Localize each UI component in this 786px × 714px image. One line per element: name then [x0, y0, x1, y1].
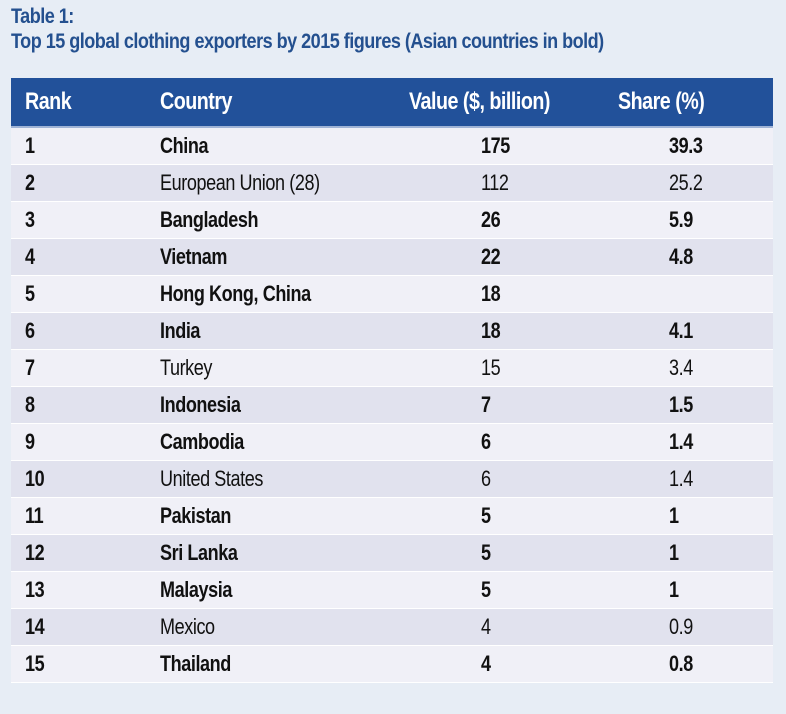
- exporters-table: Rank Country Value ($, billion) Share (%…: [11, 78, 773, 683]
- cell-value: 22: [481, 244, 501, 269]
- table-row: 7 Turkey 15 3.4: [11, 350, 773, 387]
- cell-share: 39.3: [669, 133, 703, 158]
- cell-share: 0.8: [669, 651, 693, 676]
- table-row: 11 Pakistan 5 1: [11, 498, 773, 535]
- table-row: 6 India 18 4.1: [11, 313, 773, 350]
- cell-country: European Union (28): [160, 170, 320, 195]
- table-title: Top 15 global clothing exporters by 2015…: [11, 30, 604, 53]
- cell-share: 1.4: [669, 466, 693, 491]
- table-row: 13 Malaysia 5 1: [11, 572, 773, 609]
- cell-value: 6: [481, 429, 491, 454]
- cell-rank: 2: [25, 170, 35, 195]
- cell-country: Pakistan: [160, 503, 231, 528]
- table-row: 8 Indonesia 7 1.5: [11, 387, 773, 424]
- cell-rank: 14: [25, 614, 45, 639]
- cell-rank: 5: [25, 281, 35, 306]
- cell-share: 1: [669, 577, 679, 602]
- table-number: Table 1:: [11, 5, 74, 28]
- table-row: 10 United States 6 1.4: [11, 461, 773, 498]
- cell-share: 4.8: [669, 244, 693, 269]
- cell-value: 5: [481, 540, 491, 565]
- table-row: 12 Sri Lanka 5 1: [11, 535, 773, 572]
- table-row: 3 Bangladesh 26 5.9: [11, 202, 773, 239]
- header-rank: Rank: [25, 88, 72, 115]
- header-value: Value ($, billion): [409, 88, 550, 115]
- cell-country: Sri Lanka: [160, 540, 238, 565]
- cell-rank: 12: [25, 540, 45, 565]
- cell-share: 1: [669, 503, 679, 528]
- cell-share: 4.1: [669, 318, 693, 343]
- cell-value: 5: [481, 577, 491, 602]
- cell-value: 4: [481, 614, 491, 639]
- cell-value: 175: [481, 133, 510, 158]
- cell-country: United States: [160, 466, 263, 491]
- cell-country: Indonesia: [160, 392, 241, 417]
- cell-country: Hong Kong, China: [160, 281, 311, 306]
- cell-country: Malaysia: [160, 577, 232, 602]
- cell-value: 5: [481, 503, 491, 528]
- cell-rank: 8: [25, 392, 35, 417]
- cell-rank: 9: [25, 429, 35, 454]
- table-caption: Table 1: Top 15 global clothing exporter…: [11, 4, 604, 54]
- cell-value: 4: [481, 651, 491, 676]
- cell-value: 26: [481, 207, 501, 232]
- table-row: 2 European Union (28) 112 25.2: [11, 165, 773, 202]
- cell-value: 112: [481, 170, 509, 195]
- cell-value: 15: [481, 355, 501, 380]
- cell-value: 7: [481, 392, 491, 417]
- cell-country: Cambodia: [160, 429, 244, 454]
- cell-share: 25.2: [669, 170, 703, 195]
- cell-country: India: [160, 318, 201, 343]
- table-row: 1 China 175 39.3: [11, 128, 773, 165]
- table-row: 5 Hong Kong, China 18: [11, 276, 773, 313]
- cell-country: Thailand: [160, 651, 231, 676]
- cell-country: China: [160, 133, 209, 158]
- cell-share: 5.9: [669, 207, 693, 232]
- table-row: 4 Vietnam 22 4.8: [11, 239, 773, 276]
- cell-country: Vietnam: [160, 244, 227, 269]
- cell-rank: 1: [25, 133, 35, 158]
- table-row: 15 Thailand 4 0.8: [11, 646, 773, 683]
- cell-country: Mexico: [160, 614, 215, 639]
- cell-share: 3.4: [669, 355, 693, 380]
- table-row: 9 Cambodia 6 1.4: [11, 424, 773, 461]
- cell-share: 1.4: [669, 429, 693, 454]
- cell-rank: 7: [25, 355, 35, 380]
- cell-rank: 10: [25, 466, 45, 491]
- table-body: 1 China 175 39.3 2 European Union (28) 112 25.2…: [11, 128, 773, 683]
- cell-rank: 15: [25, 651, 45, 676]
- table-header: Rank Country Value ($, billion) Share (%…: [11, 78, 773, 128]
- cell-share: 1.5: [669, 392, 693, 417]
- header-share: Share (%): [618, 88, 705, 115]
- cell-rank: 11: [25, 503, 44, 528]
- cell-rank: 13: [25, 577, 45, 602]
- cell-value: 18: [481, 318, 501, 343]
- cell-rank: 4: [25, 244, 35, 269]
- cell-share: 0.9: [669, 614, 693, 639]
- header-country: Country: [160, 88, 232, 115]
- cell-country: Bangladesh: [160, 207, 259, 232]
- cell-share: 1: [669, 540, 679, 565]
- table-row: 14 Mexico 4 0.9: [11, 609, 773, 646]
- cell-country: Turkey: [160, 355, 213, 380]
- cell-value: 6: [481, 466, 491, 491]
- cell-rank: 3: [25, 207, 35, 232]
- cell-rank: 6: [25, 318, 35, 343]
- cell-value: 18: [481, 281, 501, 306]
